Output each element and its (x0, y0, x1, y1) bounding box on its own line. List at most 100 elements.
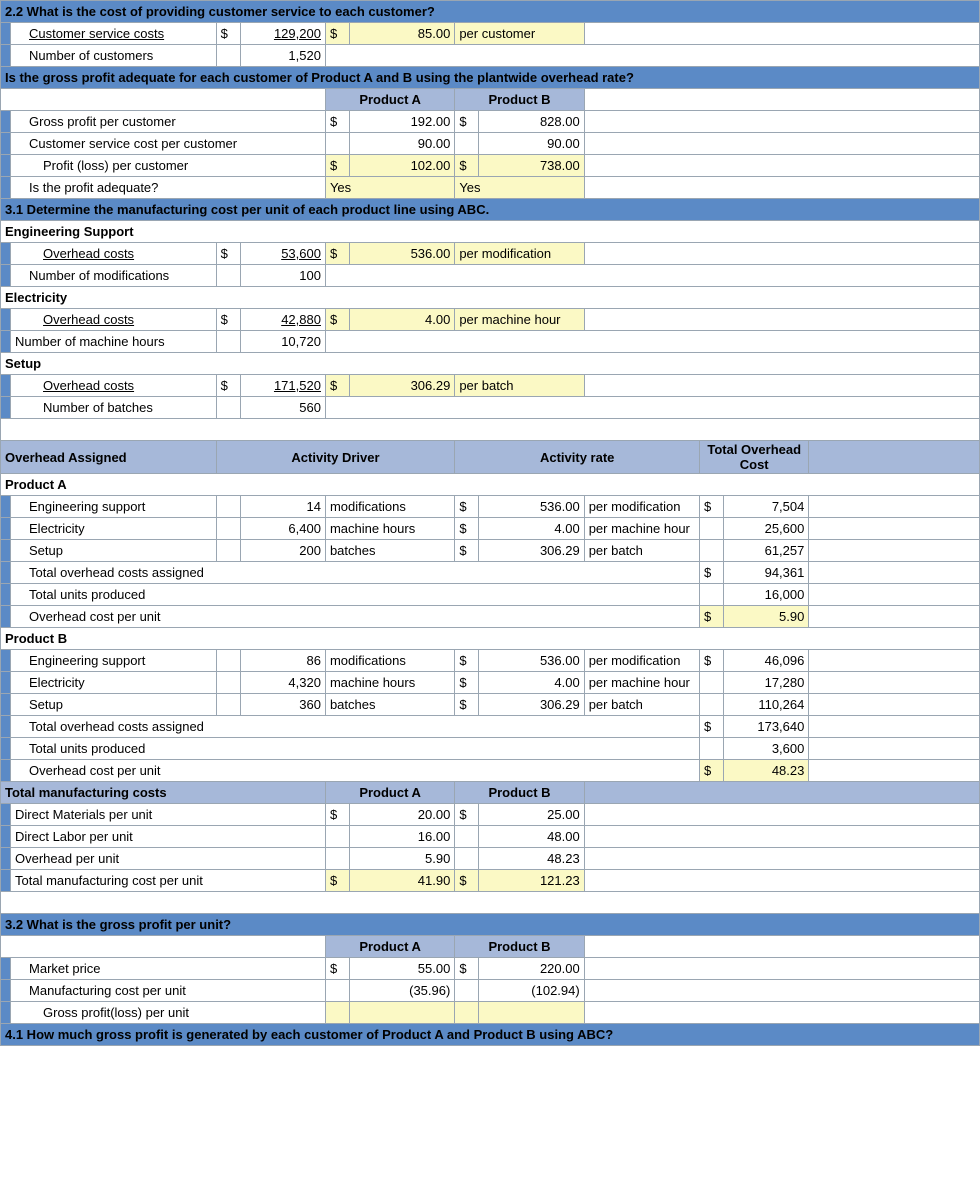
cell[interactable]: 7,504 (724, 496, 809, 518)
cell[interactable]: (35.96) (350, 980, 455, 1002)
cell[interactable]: 102.00 (350, 155, 455, 177)
cell[interactable]: 4,320 (240, 672, 325, 694)
cell[interactable]: machine hours (325, 518, 454, 540)
cell[interactable]: per machine hour (584, 672, 699, 694)
cell[interactable]: 5.90 (724, 606, 809, 628)
cell[interactable]: $ (455, 496, 479, 518)
cell[interactable]: $ (325, 958, 349, 980)
cell[interactable]: $ (455, 650, 479, 672)
cell[interactable]: 110,264 (724, 694, 809, 716)
cell[interactable]: 192.00 (350, 111, 455, 133)
cell[interactable]: (102.94) (479, 980, 584, 1002)
cell[interactable]: 61,257 (724, 540, 809, 562)
cell[interactable]: $ (455, 540, 479, 562)
cell[interactable]: 173,640 (724, 716, 809, 738)
cell[interactable]: 94,361 (724, 562, 809, 584)
cell[interactable]: $ (325, 804, 349, 826)
cell[interactable] (350, 1002, 455, 1024)
cell[interactable]: $ (455, 870, 479, 892)
cell[interactable]: 85.00 (350, 23, 455, 45)
cell[interactable]: $ (455, 694, 479, 716)
cell[interactable]: 55.00 (350, 958, 455, 980)
cell[interactable]: 121.23 (479, 870, 584, 892)
cell[interactable]: 46,096 (724, 650, 809, 672)
cell[interactable]: 129,200 (240, 23, 325, 45)
cell[interactable]: 90.00 (350, 133, 455, 155)
cell[interactable]: per batch (584, 694, 699, 716)
cell[interactable]: 306.29 (479, 694, 584, 716)
cell[interactable]: 48.23 (479, 848, 584, 870)
cell[interactable]: $ (216, 23, 240, 45)
cell[interactable]: 200 (240, 540, 325, 562)
cell[interactable]: modifications (325, 496, 454, 518)
cell[interactable]: per batch (584, 540, 699, 562)
cell[interactable]: batches (325, 694, 454, 716)
cell[interactable]: machine hours (325, 672, 454, 694)
cell[interactable]: $ (455, 111, 479, 133)
cell[interactable]: 53,600 (240, 243, 325, 265)
cell[interactable]: 10,720 (240, 331, 325, 353)
cell[interactable]: $ (455, 518, 479, 540)
cell[interactable]: 220.00 (479, 958, 584, 980)
cell[interactable]: 86 (240, 650, 325, 672)
cell[interactable]: 536.00 (350, 243, 455, 265)
cell[interactable]: Yes (455, 177, 584, 199)
cell[interactable]: modifications (325, 650, 454, 672)
cell[interactable]: $ (700, 606, 724, 628)
cell[interactable]: $ (325, 155, 349, 177)
cell[interactable]: $ (325, 309, 349, 331)
cell[interactable]: 4.00 (479, 518, 584, 540)
cell[interactable]: 536.00 (479, 650, 584, 672)
cell[interactable]: per modification (455, 243, 584, 265)
cell[interactable]: 5.90 (350, 848, 455, 870)
cell[interactable]: $ (700, 650, 724, 672)
cell[interactable]: 25,600 (724, 518, 809, 540)
cell[interactable]: $ (325, 870, 349, 892)
cell[interactable]: 16.00 (350, 826, 455, 848)
cell[interactable]: $ (455, 155, 479, 177)
cell[interactable]: $ (325, 111, 349, 133)
cell[interactable]: 14 (240, 496, 325, 518)
cell[interactable]: per modification (584, 496, 699, 518)
cell[interactable]: 171,520 (240, 375, 325, 397)
cell[interactable]: 20.00 (350, 804, 455, 826)
cell[interactable]: 4.00 (350, 309, 455, 331)
cell[interactable]: 42,880 (240, 309, 325, 331)
cell[interactable]: 6,400 (240, 518, 325, 540)
cell[interactable]: 360 (240, 694, 325, 716)
cell[interactable]: 4.00 (479, 672, 584, 694)
cell[interactable]: $ (455, 958, 479, 980)
cell[interactable]: $ (700, 562, 724, 584)
cell[interactable]: per customer (455, 23, 584, 45)
cell[interactable]: $ (700, 716, 724, 738)
cell[interactable]: 48.23 (724, 760, 809, 782)
cell[interactable]: Yes (325, 177, 454, 199)
cell[interactable] (479, 1002, 584, 1024)
cell[interactable]: 536.00 (479, 496, 584, 518)
cell[interactable]: 306.29 (479, 540, 584, 562)
cell[interactable]: $ (216, 309, 240, 331)
cell[interactable]: 306.29 (350, 375, 455, 397)
cell[interactable]: 17,280 (724, 672, 809, 694)
cell[interactable]: $ (455, 672, 479, 694)
cell[interactable]: $ (325, 23, 349, 45)
cell[interactable]: 16,000 (724, 584, 809, 606)
cell[interactable]: $ (325, 375, 349, 397)
cell[interactable]: per machine hour (584, 518, 699, 540)
cell[interactable]: 828.00 (479, 111, 584, 133)
cell[interactable]: $ (216, 375, 240, 397)
cell[interactable]: per machine hour (455, 309, 584, 331)
cell[interactable]: 25.00 (479, 804, 584, 826)
cell[interactable]: batches (325, 540, 454, 562)
cell[interactable]: 90.00 (479, 133, 584, 155)
cell[interactable]: 738.00 (479, 155, 584, 177)
cell[interactable]: 1,520 (240, 45, 325, 67)
cell[interactable]: $ (455, 804, 479, 826)
cell[interactable]: 48.00 (479, 826, 584, 848)
cell[interactable]: per batch (455, 375, 584, 397)
cell[interactable]: $ (700, 496, 724, 518)
cell[interactable]: 560 (240, 397, 325, 419)
cell[interactable]: 100 (240, 265, 325, 287)
cell[interactable]: 41.90 (350, 870, 455, 892)
cell[interactable]: per modification (584, 650, 699, 672)
